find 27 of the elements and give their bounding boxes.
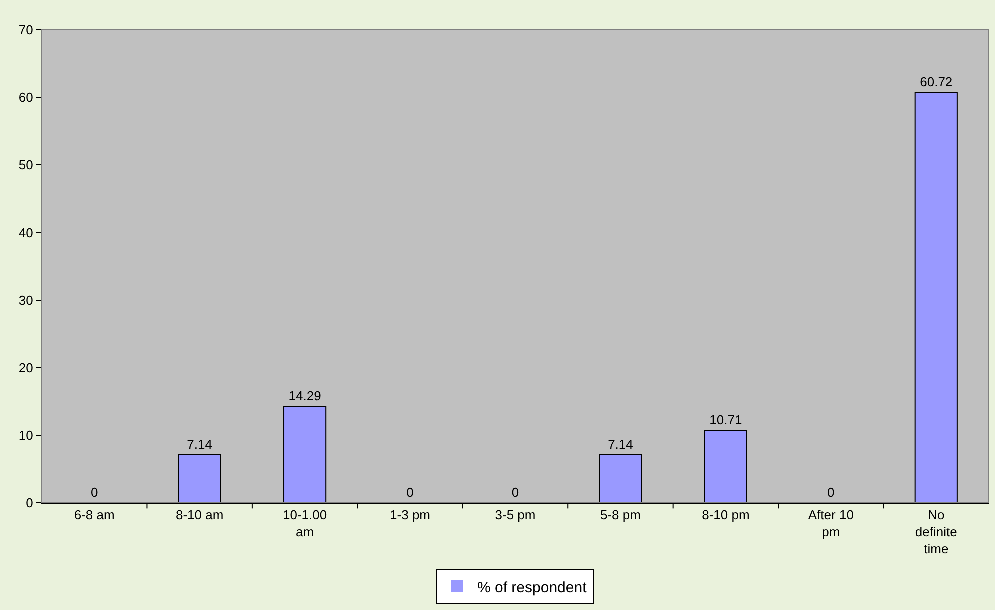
y-tick-label: 50 [18,158,34,173]
x-tick-label: 10-1.00 am [283,508,328,540]
x-tick-label: 8-10 pm [702,508,750,523]
x-tick-label: 8-10 am [176,508,224,523]
x-tick-label: 5-8 pm [600,508,641,523]
legend-label: % of respondent [478,579,588,596]
x-tick-label: No definite time [915,508,958,556]
x-tick-label: 6-8 am [74,508,115,523]
y-tick-label: 10 [18,428,34,443]
y-tick-label: 20 [18,360,34,376]
data-label: 0 [406,485,414,500]
data-label: 7.14 [608,436,634,452]
y-tick-label: 40 [18,225,34,240]
y-tick-label: 30 [18,292,34,308]
data-label: 0 [828,485,835,500]
y-tick-label: 60 [18,90,34,106]
data-label: 0 [512,485,520,500]
x-tick-label: 1-3 pm [390,508,431,523]
data-label: 0 [91,485,98,500]
y-tick-label: 0 [26,496,34,511]
x-tick-label: 3-5 pm [495,508,536,523]
data-label: 14.29 [288,388,322,404]
x-tick-label: After 10 pm [808,508,854,540]
data-label: 10.71 [710,412,742,428]
data-label: 60.72 [920,74,953,90]
y-tick-label: 70 [18,22,34,38]
data-label: 7.14 [187,436,212,452]
